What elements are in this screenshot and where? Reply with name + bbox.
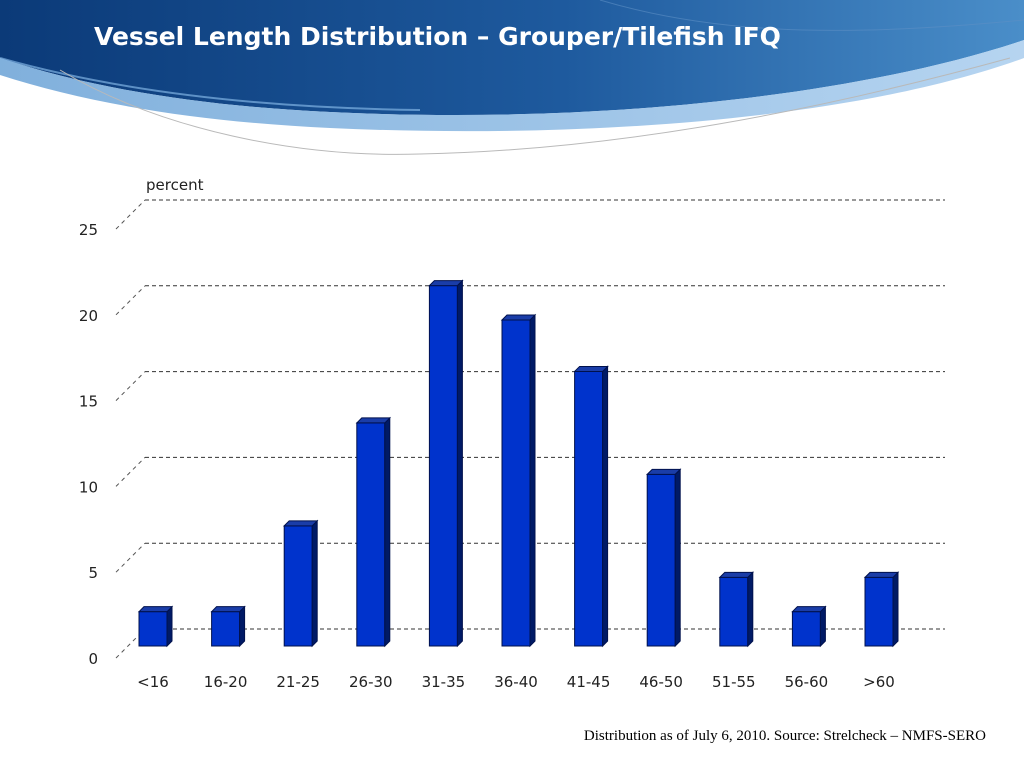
bar-side: [384, 416, 391, 648]
x-tick-label: <16: [137, 673, 169, 691]
slide-title: Vessel Length Distribution – Grouper/Til…: [94, 22, 781, 51]
bar-top: [718, 571, 755, 578]
bar-top: [137, 606, 174, 613]
y-tick-label: 5: [88, 564, 98, 582]
y-tick-label: 10: [79, 478, 98, 496]
source-note: Distribution as of July 6, 2010. Source:…: [583, 728, 986, 744]
bar-top: [500, 314, 537, 321]
y-axis-label: percent: [146, 176, 204, 194]
bar: [501, 319, 531, 647]
x-tick-label: 41-45: [567, 673, 611, 691]
bar-top: [573, 365, 609, 372]
bar: [283, 525, 313, 647]
y-grid-diagonal: [115, 285, 146, 316]
y-tick-label: 0: [88, 650, 98, 668]
bar-top: [282, 520, 319, 527]
x-tick-label: 51-55: [712, 673, 756, 691]
bar: [428, 285, 458, 647]
bar: [356, 422, 386, 647]
y-grid-diagonal: [115, 457, 146, 487]
x-tick-label: 21-25: [276, 673, 320, 691]
x-tick-label: 36-40: [494, 673, 538, 691]
bar-side: [239, 605, 246, 648]
bar: [719, 576, 749, 647]
y-grid-diagonal: [115, 371, 146, 401]
x-tick-label: >60: [863, 673, 895, 691]
bar-side: [602, 365, 609, 648]
bar: [138, 611, 168, 647]
bar-side: [747, 571, 754, 648]
bar-top: [210, 606, 246, 613]
bar-top: [355, 417, 392, 424]
bar-side: [674, 468, 681, 648]
bar: [574, 370, 604, 647]
bar-top: [791, 606, 827, 613]
bar-side: [892, 571, 899, 648]
bar-side: [166, 605, 173, 648]
y-tick-label: 25: [79, 221, 98, 239]
bar-side: [529, 313, 536, 648]
x-tick-label: 46-50: [639, 673, 683, 691]
bar-side: [819, 605, 826, 648]
bar: [791, 611, 821, 647]
y-grid-diagonal: [115, 199, 146, 230]
x-tick-label: 16-20: [204, 673, 248, 691]
bar-side: [456, 279, 463, 648]
bar: [864, 576, 894, 647]
bar-top: [645, 468, 682, 475]
y-tick-label: 20: [79, 307, 98, 325]
bar-side: [311, 519, 318, 648]
x-tick-label: 31-35: [422, 673, 466, 691]
x-tick-label: 56-60: [785, 673, 829, 691]
y-tick-label: 15: [79, 393, 98, 411]
bar: [646, 473, 676, 647]
bar-top: [863, 571, 900, 578]
title-banner: [0, 0, 1024, 155]
x-tick-label: 26-30: [349, 673, 393, 691]
bar-top: [428, 280, 464, 287]
y-grid-diagonal: [115, 542, 146, 573]
bar: [211, 611, 241, 647]
